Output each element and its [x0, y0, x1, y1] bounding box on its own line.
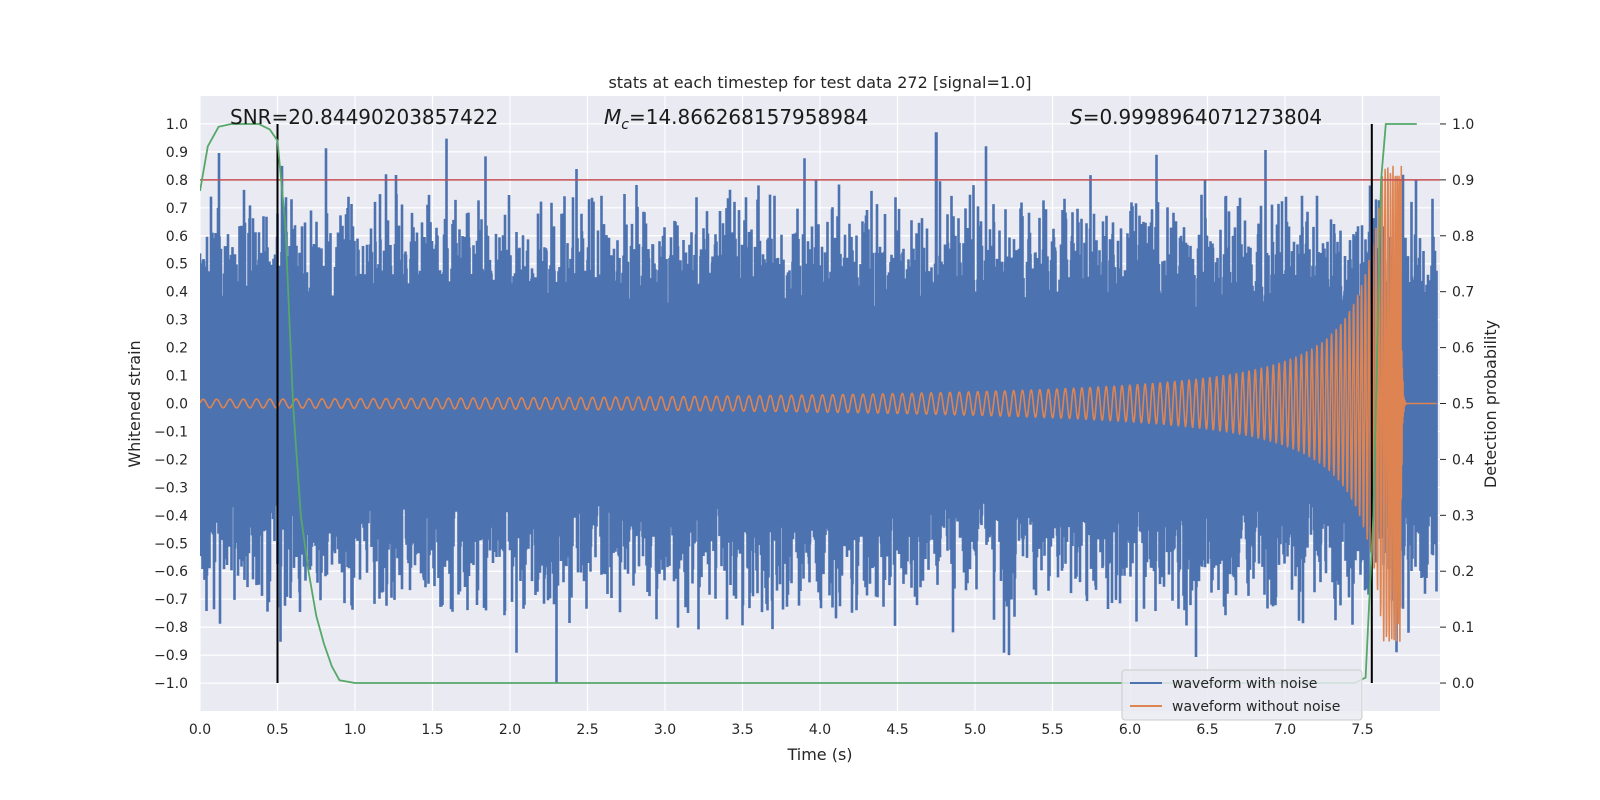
y-tick-label: 0.2	[166, 341, 188, 357]
y-tick-label: −0.5	[154, 536, 188, 552]
y2-tick-label: 0.4	[1452, 452, 1474, 468]
chirp-mass-annotation: Mc=14.866268157958984	[604, 105, 868, 133]
y2-tick-label: 0.1	[1452, 620, 1474, 636]
x-tick-label: 7.5	[1351, 722, 1373, 738]
x-tick-label: 7.0	[1274, 722, 1296, 738]
y-tick-label: −0.2	[154, 452, 188, 468]
series-waveform-without-noise	[200, 165, 1438, 642]
legend-label-clean: waveform without noise	[1172, 699, 1340, 715]
legend-label-noise: waveform with noise	[1172, 676, 1317, 692]
x-tick-label: 4.0	[809, 722, 831, 738]
y-tick-label: 0.5	[166, 257, 188, 273]
y-tick-label: 0.4	[166, 285, 188, 301]
detection-score-annotation: S=0.9998964071273804	[1070, 105, 1322, 129]
x-tick-label: 1.5	[421, 722, 443, 738]
y-tick-label: −0.4	[154, 508, 188, 524]
y-tick-label: 0.0	[166, 397, 188, 413]
y2-tick-label: 0.9	[1452, 173, 1474, 189]
y-tick-labels: 1.0 0.9 0.8 0.7 0.6 0.5 0.4 0.3 0.2 0.1 0.0 −0.1 −0.…	[154, 117, 188, 692]
x-tick-label: 1.0	[344, 722, 366, 738]
y-tick-label: 0.6	[166, 229, 188, 245]
y-tick-label: 1.0	[166, 117, 188, 133]
legend-box	[1121, 669, 1363, 721]
legend: waveform with noise waveform without noi…	[1121, 669, 1363, 721]
series-detection-probability	[200, 123, 1417, 684]
x-tick-label: 5.0	[964, 722, 986, 738]
y-tick-label: 0.1	[166, 369, 188, 385]
x-tick-label: 0.0	[189, 722, 211, 738]
y-tick-label: 0.9	[166, 145, 188, 161]
y-tick-label: 0.3	[166, 313, 188, 329]
x-tick-label: 0.5	[266, 722, 288, 738]
snr-annotation: SNR=20.84490203857422	[230, 105, 498, 129]
y2-tick-label: 1.0	[1452, 117, 1474, 133]
y-tick-label: 0.8	[166, 173, 188, 189]
y-tick-label: −0.6	[154, 564, 188, 580]
x-tick-label: 3.0	[654, 722, 676, 738]
x-tick-label: 2.0	[499, 722, 521, 738]
y-tick-label: 0.7	[166, 201, 188, 217]
x-tick-label: 2.5	[576, 722, 598, 738]
y2-tick-label: 0.5	[1452, 397, 1474, 413]
chart-title: stats at each timestep for test data 272…	[608, 73, 1031, 92]
y-tick-label: −0.1	[154, 424, 188, 440]
y-tick-label: −0.8	[154, 620, 188, 636]
y2-axis-label: Detection probability	[1481, 320, 1500, 488]
x-tick-label: 6.5	[1196, 722, 1218, 738]
x-tick-labels: 0.0 0.5 1.0 1.5 2.0 2.5 3.0 3.5 4.0 4.5 5.0 5.5 6.0 6…	[189, 722, 1374, 738]
y-tick-label: −0.7	[154, 592, 188, 608]
y2-tick-label: 0.6	[1452, 341, 1474, 357]
x-tick-label: 6.0	[1119, 722, 1141, 738]
x-axis-label: Time (s)	[786, 745, 852, 764]
y-tick-label: −0.9	[154, 648, 188, 664]
y2-tick-label: 0.3	[1452, 508, 1474, 524]
x-tick-label: 3.5	[731, 722, 753, 738]
y-tick-label: −1.0	[154, 676, 188, 692]
x-tick-label: 4.5	[886, 722, 908, 738]
y2-tick-label: 0.2	[1452, 564, 1474, 580]
y-tick-label: −0.3	[154, 480, 188, 496]
x-tick-label: 5.5	[1041, 722, 1063, 738]
y-axis-label: Whitened strain	[125, 340, 144, 467]
y2-tick-label: 0.0	[1452, 676, 1474, 692]
y2-tick-label: 0.7	[1452, 285, 1474, 301]
y2-tick-labels: 1.0 0.9 0.8 0.7 0.6 0.5 0.4 0.3 0.2 0.1 0.0	[1440, 117, 1474, 692]
y2-tick-label: 0.8	[1452, 229, 1474, 245]
